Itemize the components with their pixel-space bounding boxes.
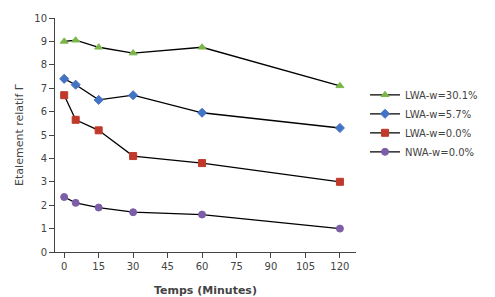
svg-text:45: 45 bbox=[161, 261, 174, 272]
svg-text:1: 1 bbox=[41, 223, 47, 234]
svg-text:LWA-w=0.0%: LWA-w=0.0% bbox=[405, 128, 471, 139]
svg-text:Temps (Minutes): Temps (Minutes) bbox=[154, 284, 257, 297]
svg-text:10: 10 bbox=[34, 13, 47, 24]
svg-text:LWA-w=5.7%: LWA-w=5.7% bbox=[405, 109, 471, 120]
svg-text:5: 5 bbox=[41, 130, 47, 141]
svg-text:60: 60 bbox=[196, 261, 209, 272]
svg-text:Etalement relatif Γ: Etalement relatif Γ bbox=[13, 83, 26, 186]
svg-text:90: 90 bbox=[265, 261, 278, 272]
svg-text:4: 4 bbox=[41, 153, 47, 164]
svg-text:0: 0 bbox=[61, 261, 67, 272]
svg-text:9: 9 bbox=[41, 36, 47, 47]
svg-text:NWA-w=0.0%: NWA-w=0.0% bbox=[405, 147, 474, 158]
svg-text:15: 15 bbox=[92, 261, 105, 272]
svg-text:3: 3 bbox=[41, 176, 47, 187]
svg-text:8: 8 bbox=[41, 59, 47, 70]
svg-text:75: 75 bbox=[230, 261, 243, 272]
svg-text:0: 0 bbox=[41, 247, 47, 258]
svg-text:105: 105 bbox=[296, 261, 315, 272]
svg-text:30: 30 bbox=[127, 261, 140, 272]
svg-text:6: 6 bbox=[41, 106, 47, 117]
svg-text:7: 7 bbox=[41, 83, 47, 94]
svg-text:120: 120 bbox=[330, 261, 349, 272]
svg-text:2: 2 bbox=[41, 200, 47, 211]
svg-text:LWA-w=30.1%: LWA-w=30.1% bbox=[405, 90, 478, 101]
